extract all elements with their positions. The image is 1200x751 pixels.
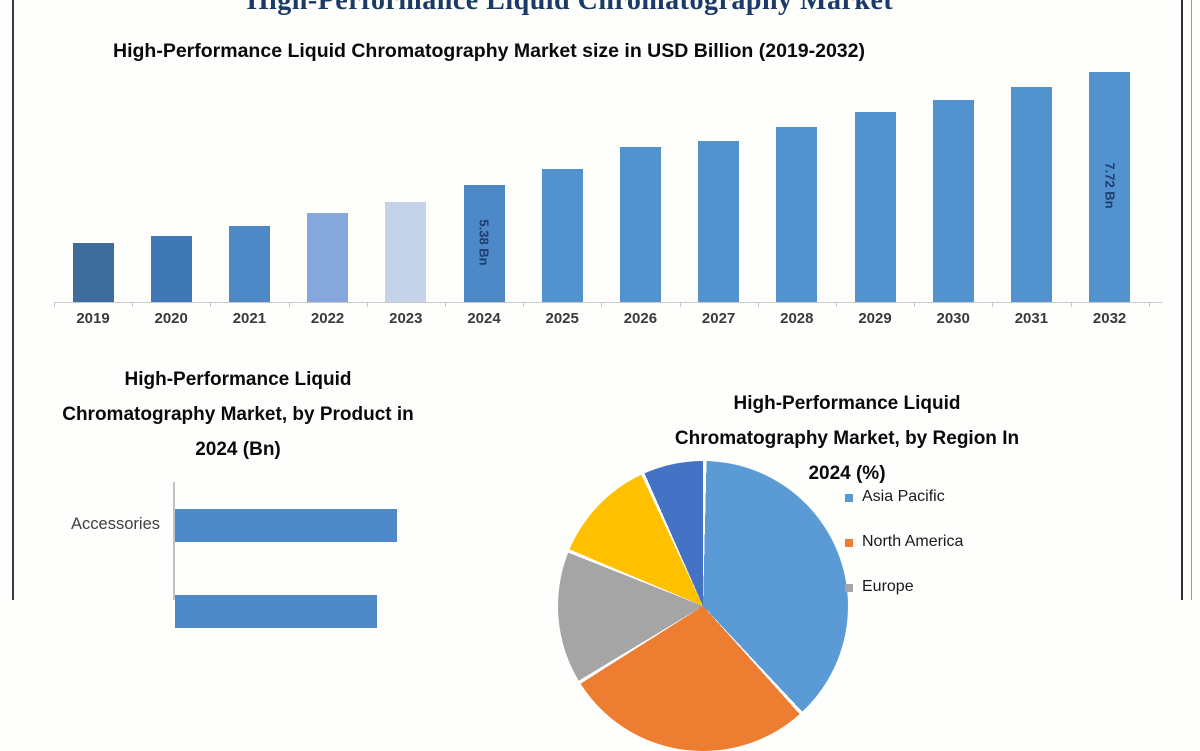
product-chart-y-axis <box>173 482 175 600</box>
page-title: High-Performance Liquid Chromatography M… <box>246 0 894 16</box>
legend-label: Asia Pacific <box>862 488 945 505</box>
x-axis-label-2020: 2020 <box>154 310 188 327</box>
left-border-line <box>12 0 14 600</box>
bar-2021 <box>228 226 270 302</box>
bar-2028 <box>776 127 818 302</box>
x-axis-tick <box>210 303 212 307</box>
x-axis-label-2028: 2028 <box>780 310 814 327</box>
bar-2024 <box>463 185 505 302</box>
x-axis-label-2022: 2022 <box>310 310 345 327</box>
x-axis-label-2030: 2030 <box>936 310 970 327</box>
x-axis-tick <box>914 303 916 307</box>
region-chart-title-line1: High-Performance Liquid <box>733 393 961 414</box>
x-axis-tick <box>835 303 837 307</box>
right-border-line-outer <box>1191 0 1192 600</box>
right-border-line <box>1181 0 1183 600</box>
bar-value-label-2032: 7.72 Bn <box>1102 162 1118 209</box>
x-axis-tick <box>1148 303 1150 307</box>
x-axis-label-2026: 2026 <box>623 310 658 327</box>
x-axis-tick <box>53 303 55 307</box>
x-axis-label-2027: 2027 <box>701 310 736 327</box>
legend-swatch-icon <box>845 539 853 547</box>
x-axis-tick <box>1070 303 1072 307</box>
bar-2023 <box>385 202 427 302</box>
bar-2022 <box>307 213 349 302</box>
bar-2029 <box>854 112 896 302</box>
x-axis <box>54 302 1162 303</box>
legend-label: North America <box>862 533 964 550</box>
product-chart-title: High-Performance Liquid Chromatography M… <box>18 362 458 467</box>
x-axis-label-2025: 2025 <box>545 310 579 327</box>
region-chart-title-line2: Chromatography Market, by Region In <box>674 428 1020 449</box>
bar-2027 <box>698 141 740 302</box>
x-axis-label-2032: 2032 <box>1092 310 1127 327</box>
product-chart-title-line1: High-Performance Liquid <box>124 369 352 390</box>
region-chart-title: High-Performance Liquid Chromatography M… <box>627 386 1067 491</box>
product-bar-Accessories <box>175 509 397 542</box>
x-axis-tick <box>132 303 134 307</box>
x-axis-tick <box>601 303 603 307</box>
bar-2032 <box>1089 72 1131 302</box>
legend-swatch-icon <box>845 494 853 502</box>
x-axis-label-2029: 2029 <box>858 310 892 327</box>
x-axis-label-2031: 2031 <box>1014 310 1049 327</box>
x-axis-tick <box>444 303 446 307</box>
product-category-label: Accessories <box>71 515 160 533</box>
bar-2031 <box>1010 87 1052 302</box>
x-axis-tick <box>366 303 368 307</box>
x-axis-tick <box>992 303 994 307</box>
region-chart-title-line3: 2024 (%) <box>808 463 886 484</box>
x-axis-label-2021: 2021 <box>232 310 267 327</box>
bar-2020 <box>150 236 192 302</box>
x-axis-label-2024: 2024 <box>467 310 501 327</box>
bar-value-label-2024: 5.38 Bn <box>476 218 492 266</box>
product-chart-title-line3: 2024 (Bn) <box>195 439 281 460</box>
legend-label: Europe <box>862 578 914 595</box>
bar-2025 <box>541 169 583 302</box>
bar-2030 <box>932 100 974 302</box>
bar-2019 <box>72 243 114 302</box>
pie-chart <box>558 461 848 751</box>
product-chart-title-line2: Chromatography Market, by Product in <box>62 404 414 425</box>
x-axis-tick <box>679 303 681 307</box>
x-axis-tick <box>757 303 759 307</box>
main-chart-title: High-Performance Liquid Chromatography M… <box>113 40 865 62</box>
bar-2026 <box>619 147 661 302</box>
legend-swatch-icon <box>845 584 853 592</box>
x-axis-label-2019: 2019 <box>76 310 110 327</box>
x-axis-label-2023: 2023 <box>389 310 423 327</box>
x-axis-tick <box>288 303 290 307</box>
x-axis-tick <box>523 303 525 307</box>
